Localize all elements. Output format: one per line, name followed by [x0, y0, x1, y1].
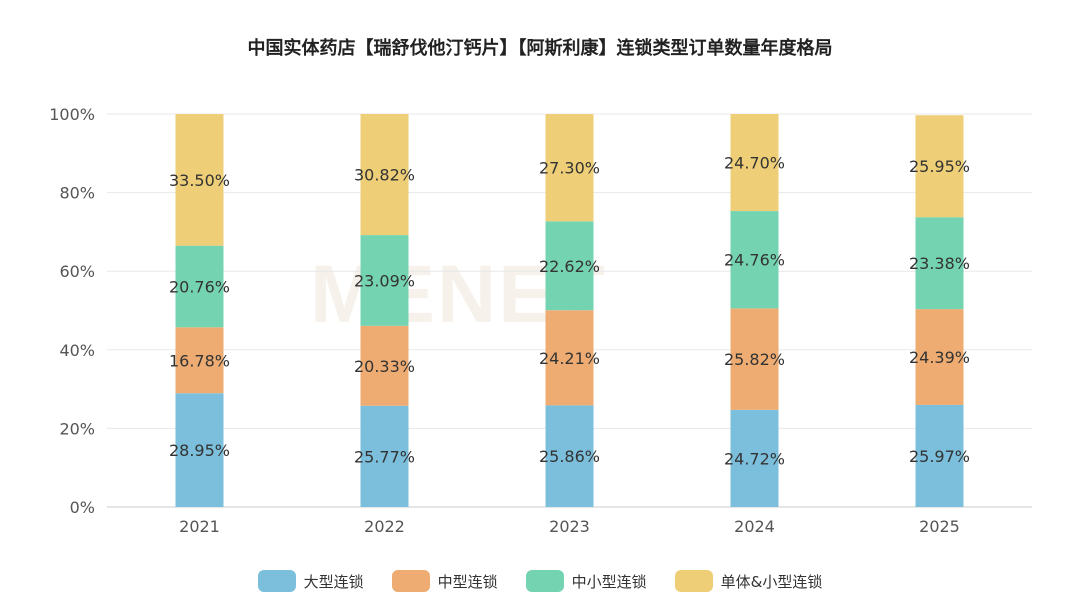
bar-segment: [730, 308, 779, 410]
bar-segment: [175, 327, 224, 394]
data-label: 27.30%: [539, 159, 600, 178]
bar-segment: [175, 245, 224, 328]
legend-label: 大型连锁: [303, 572, 364, 591]
bar-segment: [545, 114, 594, 222]
data-label: 25.95%: [909, 157, 970, 176]
y-tick-label: 40%: [59, 341, 95, 360]
data-label: 25.97%: [909, 447, 970, 466]
chart-title: 中国实体药店【瑞舒伐他汀钙片】【阿斯利康】连锁类型订单数量年度格局: [247, 38, 833, 59]
legend-swatch: [674, 570, 713, 592]
x-tick-label: 2025: [919, 517, 960, 536]
legend-item-small-medium-chain[interactable]: 中小型连锁: [525, 570, 647, 592]
x-tick-label: 2022: [364, 517, 405, 536]
data-label: 24.76%: [724, 251, 785, 270]
data-label: 30.82%: [354, 166, 415, 185]
bar-segment: [360, 113, 409, 236]
bar-segment: [915, 217, 964, 310]
legend-item-medium-chain[interactable]: 中型连锁: [391, 570, 498, 592]
legend-swatch: [257, 570, 296, 592]
bar-segment: [175, 114, 224, 246]
data-label: 33.50%: [169, 171, 230, 190]
legend-swatch: [525, 570, 564, 592]
bar-segment: [360, 325, 409, 406]
bar-segment: [360, 235, 409, 326]
legend-swatch: [391, 570, 430, 592]
y-tick-label: 60%: [59, 262, 95, 281]
data-label: 25.82%: [724, 350, 785, 369]
bar-segment: [545, 221, 594, 311]
bar-segment: [730, 114, 779, 212]
data-label: 20.76%: [169, 277, 230, 296]
bar-segment: [730, 211, 779, 309]
data-label: 23.09%: [354, 271, 415, 290]
legend-label: 单体&小型连锁: [720, 572, 823, 591]
data-label: 28.95%: [169, 441, 230, 460]
x-tick-label: 2024: [734, 517, 775, 536]
y-tick-label: 100%: [49, 105, 95, 124]
legend: 大型连锁 中型连锁 中小型连锁 单体&小型连锁: [0, 568, 1080, 594]
bar-segment: [360, 405, 409, 507]
y-tick-label: 80%: [59, 184, 95, 203]
data-label: 24.70%: [724, 154, 785, 173]
data-label: 24.39%: [909, 348, 970, 367]
legend-item-large-chain[interactable]: 大型连锁: [257, 570, 364, 592]
y-tick-label: 0%: [70, 498, 95, 517]
y-tick-label: 20%: [59, 419, 95, 438]
bar-segment: [915, 309, 964, 405]
legend-item-single-small-chain[interactable]: 单体&小型连锁: [674, 570, 823, 592]
data-label: 24.21%: [539, 349, 600, 368]
data-label: 25.77%: [354, 447, 415, 466]
bar-segment: [545, 405, 594, 507]
data-label: 16.78%: [169, 351, 230, 370]
data-label: 25.86%: [539, 447, 600, 466]
bar-segment: [730, 409, 779, 507]
bar-segment: [915, 404, 964, 507]
legend-label: 中小型连锁: [571, 572, 647, 591]
bar-segment: [545, 310, 594, 406]
data-label: 24.72%: [724, 449, 785, 468]
data-label: 22.62%: [539, 257, 600, 276]
x-tick-label: 2023: [549, 517, 590, 536]
legend-label: 中型连锁: [437, 572, 498, 591]
data-label: 23.38%: [909, 254, 970, 273]
x-tick-label: 2021: [179, 517, 220, 536]
bar-segment: [175, 393, 224, 507]
data-label: 20.33%: [354, 357, 415, 376]
stacked-bar-chart: 0% 20% 40% 60% 80% 100% 28.95% 16.78% 20.76% 33.5…: [49, 105, 1032, 536]
bar-segment: [915, 115, 964, 218]
